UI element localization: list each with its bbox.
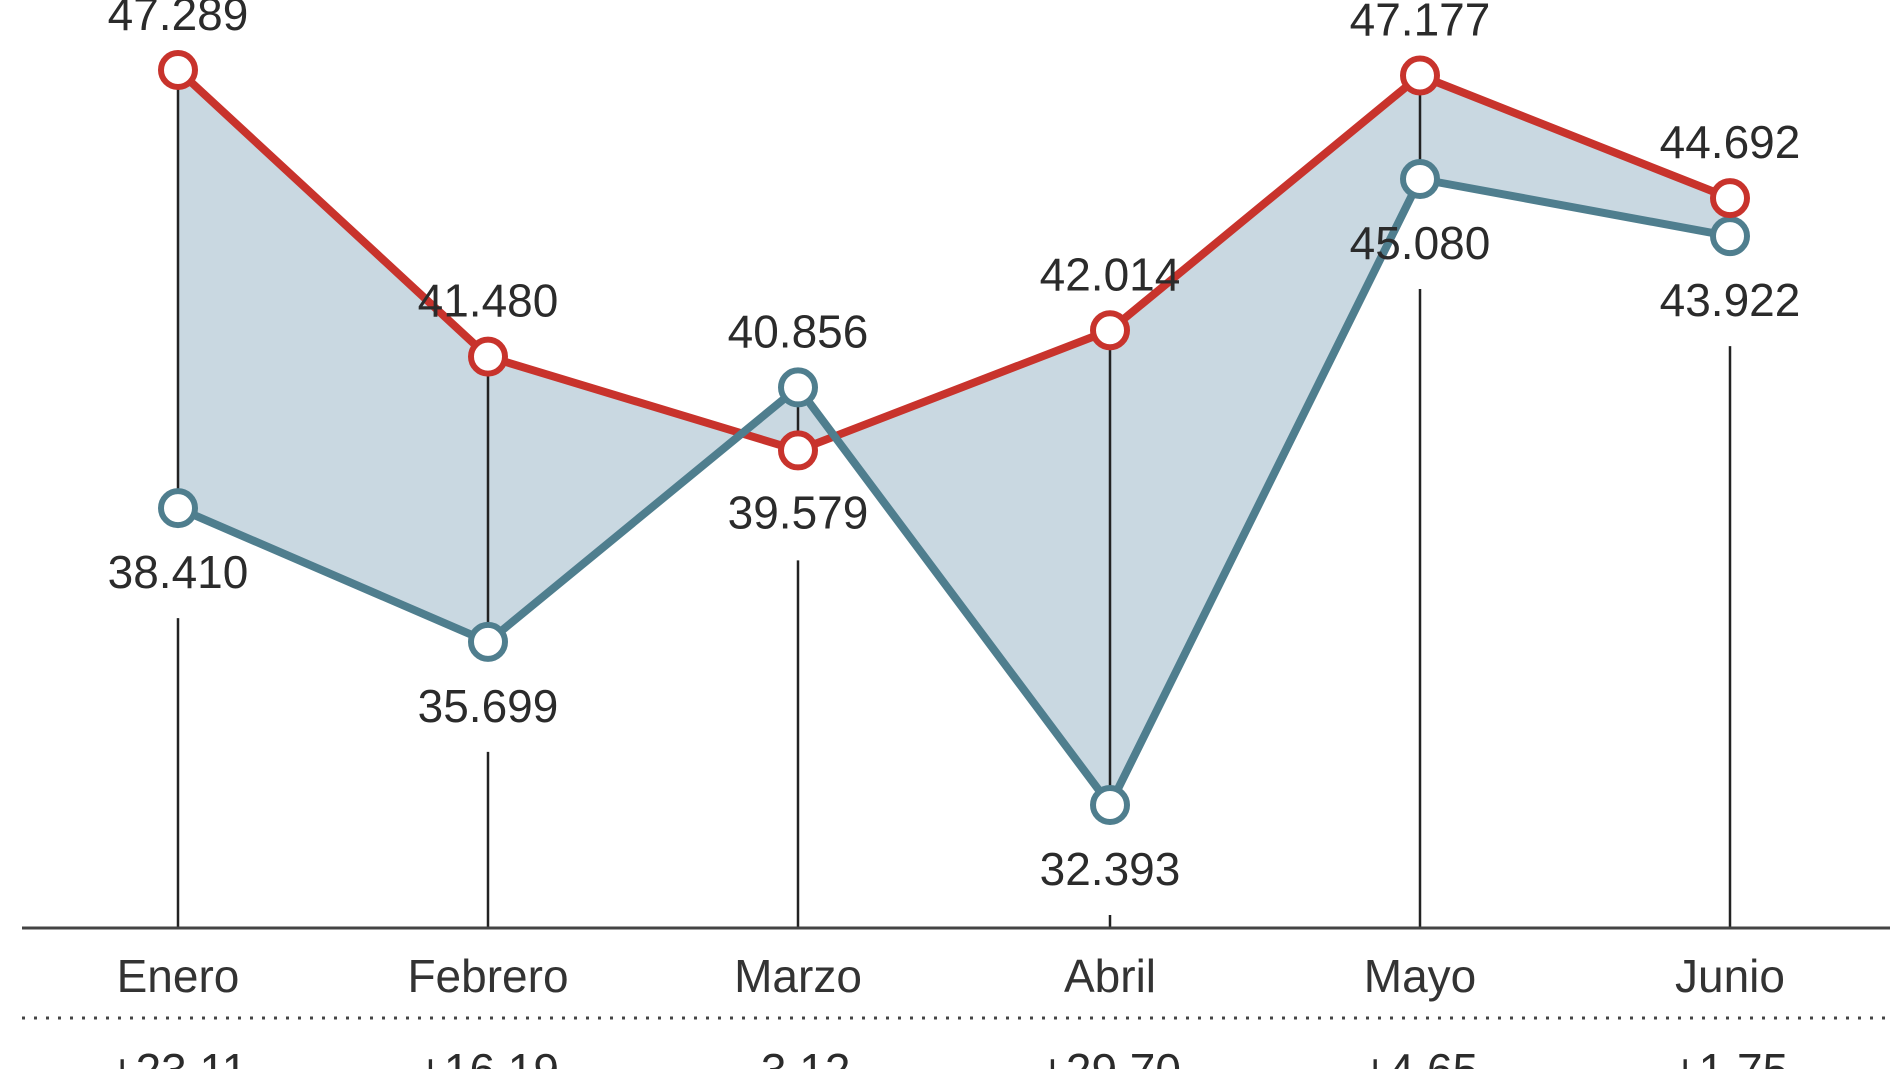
series-b-value-label: 40.856	[728, 305, 869, 357]
series-a-value-label: 47.177	[1350, 0, 1491, 46]
series-b-point	[1400, 158, 1440, 199]
change-value: -3,12	[746, 1044, 851, 1069]
series-a-point	[1710, 178, 1750, 219]
month-label: Abril	[1064, 950, 1156, 1002]
series-a-value-label: 44.692	[1660, 116, 1801, 168]
month-label: Enero	[117, 950, 240, 1002]
series-b-value-label: 35.699	[418, 680, 559, 732]
change-value: +29,70	[1039, 1044, 1181, 1069]
change-value: +16,19	[417, 1044, 559, 1069]
series-b-point	[1090, 785, 1130, 825]
series-line-b	[176, 174, 1731, 809]
series-b-value-label: 38.410	[108, 546, 249, 598]
change-value: +4,65	[1362, 1044, 1478, 1069]
change-value: +23,11	[109, 1044, 248, 1069]
series-b-point	[1710, 216, 1750, 257]
value-stems	[176, 82, 1732, 928]
change-row: +23,11 +16,19 -3,12 +29,70 +4,65 +1,75	[109, 1044, 1788, 1069]
series-a-point	[158, 50, 198, 90]
series-a-point	[1090, 310, 1130, 351]
change-value: +1,75	[1672, 1044, 1788, 1069]
series-line-a	[175, 67, 1732, 455]
series-b-value-label: 45.080	[1350, 217, 1491, 269]
series-b-point	[158, 488, 198, 529]
series-a-value-label: 42.014	[1040, 248, 1181, 300]
area-between-series	[178, 70, 1730, 805]
month-label: Mayo	[1364, 950, 1476, 1002]
series-b-point	[468, 621, 508, 662]
series-a-point	[778, 430, 818, 471]
series-b-point	[778, 367, 818, 408]
series-a-point	[468, 336, 508, 377]
month-label: Febrero	[407, 950, 568, 1002]
series-a-point	[1400, 55, 1440, 96]
series-a-value-label: 47.289	[108, 0, 249, 40]
month-label: Marzo	[734, 950, 862, 1002]
month-label: Junio	[1675, 950, 1785, 1002]
month-labels: Enero Febrero Marzo Abril Mayo Junio	[117, 950, 1785, 1002]
series-b-value-label: 43.922	[1660, 274, 1801, 326]
series-a-value-label: 41.480	[418, 275, 559, 327]
point-markers	[158, 50, 1750, 825]
series-a-value-label: 39.579	[728, 486, 869, 538]
series-b-value-label: 32.393	[1040, 843, 1181, 895]
value-labels: 47.289 41.480 39.579 42.014 47.177 44.692 38.4…	[108, 0, 1801, 895]
